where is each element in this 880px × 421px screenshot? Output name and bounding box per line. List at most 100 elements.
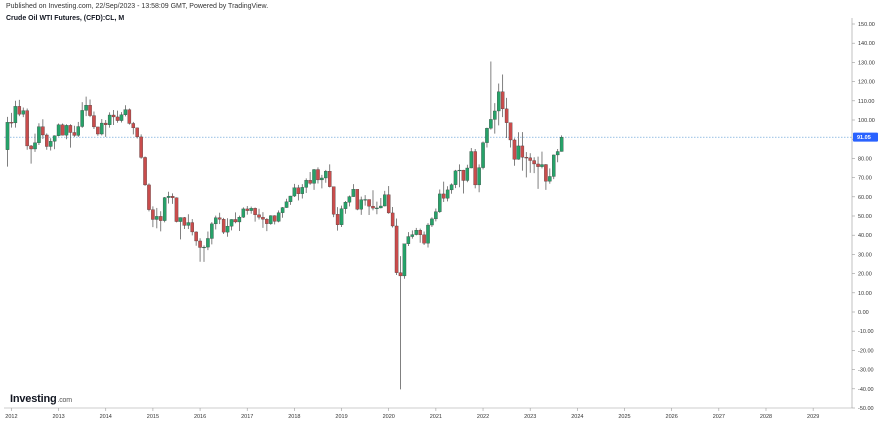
candle-body-down <box>386 194 391 214</box>
candle <box>269 215 273 225</box>
candle-body-up <box>445 189 450 199</box>
x-tick-label: 2015 <box>147 414 159 420</box>
candle <box>272 215 277 225</box>
candle-body-down <box>328 171 332 187</box>
candle-body-up <box>37 126 41 143</box>
candle <box>265 218 269 232</box>
candle-body-up <box>292 187 297 197</box>
candle-body-up <box>304 180 308 188</box>
candle-body-down <box>111 114 116 118</box>
y-tick-label: -50.00 <box>858 406 874 412</box>
candle-body-up <box>320 177 324 181</box>
candle-body-up <box>481 142 485 168</box>
candle-body-up <box>241 208 246 218</box>
candle <box>198 238 202 262</box>
candle-body-up <box>379 205 383 209</box>
y-axis-ticks: 150.00140.00130.00120.00110.00100.0090.0… <box>852 22 875 412</box>
candle-body-down <box>335 214 340 225</box>
candle <box>139 134 143 159</box>
candle <box>308 172 312 185</box>
candle-body-up <box>493 110 497 120</box>
candle <box>210 222 214 245</box>
candle <box>485 127 489 148</box>
candle <box>147 183 151 212</box>
candle-body-down <box>139 136 143 158</box>
candle <box>441 181 446 202</box>
candle-body-up <box>343 202 348 209</box>
candle-body-up <box>280 207 285 213</box>
candle <box>477 164 481 193</box>
candle <box>115 110 120 123</box>
candle <box>320 174 324 189</box>
candle <box>229 219 234 231</box>
y-tick-label: 50.00 <box>858 214 872 220</box>
candle <box>296 184 301 201</box>
y-tick-label: 120.00 <box>858 80 875 86</box>
candle <box>536 156 540 189</box>
candle-body-down <box>544 164 548 182</box>
candle-body-up <box>48 141 53 147</box>
candle-body-down <box>316 169 320 181</box>
x-axis-ticks: 2012 2013 2014 2015 2016 2017 2018 2019 2020 2021… <box>5 408 819 420</box>
candle <box>123 105 128 117</box>
x-tick-label: 2018 <box>288 414 300 420</box>
candle-body-down <box>512 139 517 160</box>
candle <box>104 120 108 137</box>
y-tick-label: 150.00 <box>858 22 875 28</box>
candle <box>438 189 442 213</box>
candle <box>17 99 22 117</box>
candle-body-down <box>194 231 198 242</box>
candle-body-down <box>441 193 446 199</box>
candle <box>119 112 124 123</box>
candle <box>402 243 407 279</box>
candle <box>214 215 218 230</box>
candle-body-up <box>76 126 80 136</box>
candle-body-up <box>552 154 556 177</box>
candle-body-up <box>13 106 18 124</box>
candle <box>25 108 29 150</box>
candle-body-up <box>155 216 159 220</box>
y-tick-label: 20.00 <box>858 272 872 278</box>
candle-body-up <box>477 167 481 186</box>
candle <box>422 231 426 245</box>
x-tick-label: 2019 <box>335 414 347 420</box>
candle-body-down <box>508 122 513 141</box>
candle-body-up <box>430 218 434 226</box>
candle <box>92 111 96 130</box>
x-tick-label: 2028 <box>760 414 772 420</box>
candle-body-up <box>406 236 411 244</box>
candle-body-up <box>469 151 473 169</box>
candle-body-up <box>312 169 316 184</box>
x-tick-label: 2020 <box>383 414 395 420</box>
y-tick-label: 60.00 <box>858 195 872 201</box>
candle <box>221 217 226 235</box>
x-tick-label: 2023 <box>524 414 536 420</box>
candle-body-down <box>68 125 73 133</box>
x-tick-label: 2022 <box>477 414 489 420</box>
candle <box>324 169 328 183</box>
candle <box>532 157 536 174</box>
candle-body-down <box>418 230 422 235</box>
candle <box>135 127 139 139</box>
y-tick-label: 110.00 <box>858 99 874 105</box>
candle-body-down <box>257 214 261 218</box>
candle-body-up <box>100 122 104 135</box>
logo-domain: .com <box>57 397 73 404</box>
candle-body-down <box>261 217 265 220</box>
y-tick-label: 130.00 <box>858 60 875 66</box>
candle-body-down <box>253 208 257 215</box>
x-tick-label: 2016 <box>194 414 206 420</box>
candle <box>249 206 253 214</box>
candle-body-up <box>33 142 37 150</box>
candle-body-up <box>496 91 501 112</box>
candle <box>225 218 230 237</box>
x-tick-label: 2017 <box>241 414 253 420</box>
candle <box>131 121 136 135</box>
candle <box>52 135 57 150</box>
candle <box>528 153 532 173</box>
y-tick-label: 80.00 <box>858 156 872 162</box>
candle <box>182 216 187 230</box>
candle-body-down <box>528 157 532 161</box>
x-tick-label: 2027 <box>713 414 725 420</box>
candle-body-up <box>107 114 112 125</box>
